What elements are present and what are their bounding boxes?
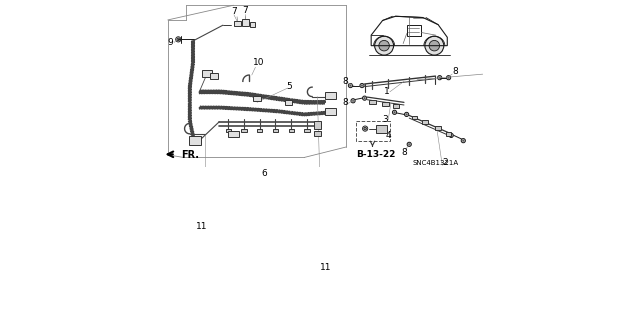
Bar [393,104,399,108]
Text: 8: 8 [452,67,458,77]
Bar [369,100,376,104]
Bar [422,120,428,123]
Bar [376,125,387,132]
Text: SNC4B1321A: SNC4B1321A [413,160,459,166]
Bar [446,132,451,136]
Bar [228,131,239,137]
Circle shape [406,114,408,115]
Text: 5: 5 [287,82,292,91]
Text: 11: 11 [319,263,331,272]
Circle shape [352,100,354,102]
Circle shape [360,84,364,88]
Circle shape [364,97,365,99]
Text: 4: 4 [385,131,391,140]
Circle shape [407,142,412,146]
Bar [243,19,248,26]
Bar [304,129,310,132]
Bar [234,21,241,26]
Bar [435,126,441,130]
Text: 11: 11 [196,222,207,231]
Bar [356,121,390,141]
Circle shape [379,41,389,51]
Circle shape [175,37,181,42]
Bar [383,102,388,106]
Text: 8: 8 [342,98,348,107]
Circle shape [177,38,180,41]
Text: 8: 8 [342,77,348,86]
Text: 9: 9 [168,38,173,47]
Circle shape [461,138,465,143]
Circle shape [362,126,368,131]
Bar [325,92,336,99]
Bar [314,121,321,129]
Text: 2: 2 [442,158,448,167]
Circle shape [447,77,449,78]
Circle shape [374,36,394,55]
Bar [273,129,278,132]
Circle shape [392,110,397,115]
Circle shape [449,133,453,137]
Circle shape [462,140,464,142]
Circle shape [361,85,363,86]
Circle shape [429,41,440,51]
Text: 7: 7 [231,7,237,16]
Bar [225,129,231,132]
Circle shape [348,84,353,88]
Circle shape [394,111,396,113]
Bar [241,129,246,132]
Bar [211,73,218,79]
Text: 3: 3 [383,115,388,124]
Bar [289,129,294,132]
Circle shape [451,135,452,136]
Circle shape [404,112,409,116]
Text: 8: 8 [401,148,407,157]
Text: FR.: FR. [181,150,199,160]
Bar [314,131,321,137]
Text: 7: 7 [243,6,248,15]
Bar [253,96,261,101]
Bar [250,21,255,27]
Bar [202,70,212,77]
Text: 6: 6 [261,169,267,178]
Bar [407,25,421,36]
Bar [189,136,201,145]
Text: B-13-22: B-13-22 [356,150,396,159]
Circle shape [408,144,410,145]
Circle shape [438,76,442,80]
Text: 1: 1 [384,87,390,96]
Circle shape [439,77,440,78]
Bar [257,129,262,132]
Circle shape [351,99,355,103]
Text: 10: 10 [253,58,265,68]
Bar [412,116,417,119]
Circle shape [425,36,444,55]
Circle shape [362,96,367,100]
Circle shape [364,127,367,130]
Circle shape [349,85,351,86]
Bar [285,100,292,106]
Bar [325,108,336,115]
Circle shape [447,76,451,80]
